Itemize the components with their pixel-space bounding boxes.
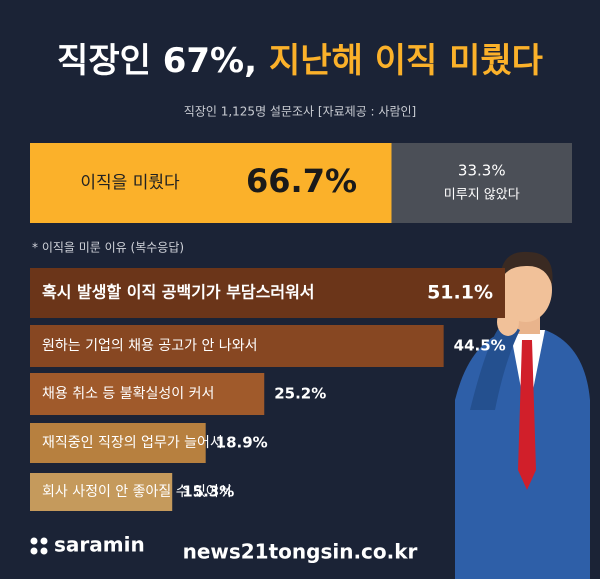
value-label: 44.5% [454,337,506,355]
segment-label: 미루지 않았다 [444,188,520,203]
value-label: 18.9% [216,434,268,452]
note: * 이직을 미룬 이유 (복수응답) [32,241,184,255]
source: news21tongsin.co.kr [183,540,418,564]
split-segment [391,143,572,223]
bar-label: 혹시 발생할 이직 공백기가 부담스러워서 [42,283,315,302]
bar-label: 회사 사정이 안 좋아질 수 있어서 [42,484,232,500]
bar [30,268,505,318]
bar [30,473,173,511]
bar [30,373,265,415]
title: 직장인 67%, 지난해 이직 미뤘다 [57,41,543,81]
segment-value: 66.7% [246,162,357,200]
person-illustration [455,251,590,579]
bar-label: 원하는 기업의 채용 공고가 안 나와서 [42,338,257,354]
split-segment [30,143,392,223]
logo-text: saramin [54,533,145,557]
bar [30,325,444,367]
bar-label: 재직중인 직장의 업무가 늘어서 [42,435,223,451]
segment-label: 이직을 미뤘다 [80,173,180,193]
title-part: 직장인 67%, [57,41,257,81]
segment-value: 33.3% [458,162,506,180]
logo: saramin [30,533,145,557]
bar [30,423,206,463]
title-part: 지난해 이직 미뤘다 [269,41,543,81]
value-label: 25.2% [274,385,326,403]
value-label: 51.1% [427,282,493,304]
subtitle: 직장인 1,125명 설문조사 [자료제공 : 사람인] [184,105,416,119]
bar-label: 채용 취소 등 불확실성이 커서 [42,386,214,402]
value-label: 15.3% [182,483,234,501]
